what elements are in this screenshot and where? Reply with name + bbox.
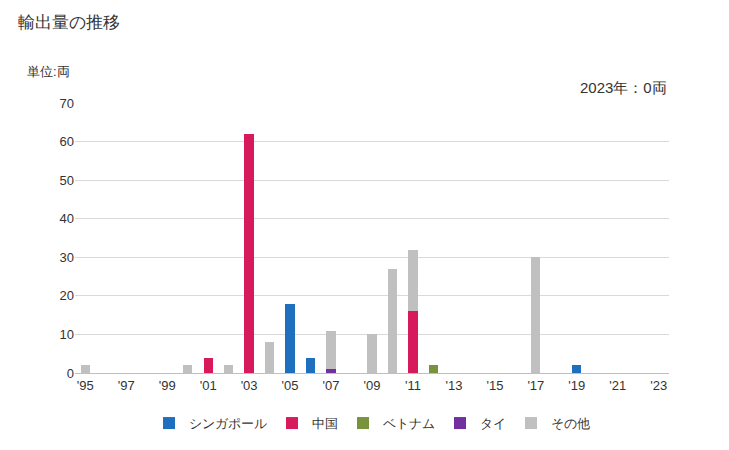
svg-text:'07: '07 [323, 378, 340, 393]
svg-text:単位:両: 単位:両 [27, 64, 70, 79]
svg-text:'01: '01 [200, 378, 217, 393]
svg-text:輸出量の推移: 輸出量の推移 [18, 13, 120, 32]
svg-text:'13: '13 [445, 378, 462, 393]
svg-text:40: 40 [60, 211, 74, 226]
svg-text:その他: その他 [551, 416, 590, 431]
svg-text:'95: '95 [77, 378, 94, 393]
svg-text:'17: '17 [527, 378, 544, 393]
svg-text:中国: 中国 [312, 416, 338, 431]
svg-text:'97: '97 [118, 378, 135, 393]
svg-text:60: 60 [60, 134, 74, 149]
svg-text:'19: '19 [568, 378, 585, 393]
svg-text:2023年：0両: 2023年：0両 [580, 79, 667, 96]
svg-text:'15: '15 [486, 378, 503, 393]
svg-text:30: 30 [60, 250, 74, 265]
svg-text:50: 50 [60, 173, 74, 188]
svg-text:'23: '23 [650, 378, 667, 393]
svg-text:'21: '21 [609, 378, 626, 393]
svg-text:'99: '99 [159, 378, 176, 393]
svg-text:10: 10 [60, 327, 74, 342]
svg-text:'05: '05 [282, 378, 299, 393]
svg-text:'09: '09 [364, 378, 381, 393]
svg-text:'03: '03 [241, 378, 258, 393]
svg-text:70: 70 [60, 96, 74, 111]
svg-text:シンガポール: シンガポール [189, 416, 267, 431]
svg-text:20: 20 [60, 288, 74, 303]
svg-text:ベトナム: ベトナム [383, 416, 435, 431]
svg-text:'11: '11 [405, 378, 421, 393]
svg-text:タイ: タイ [480, 416, 506, 431]
svg-text:0: 0 [67, 366, 74, 381]
